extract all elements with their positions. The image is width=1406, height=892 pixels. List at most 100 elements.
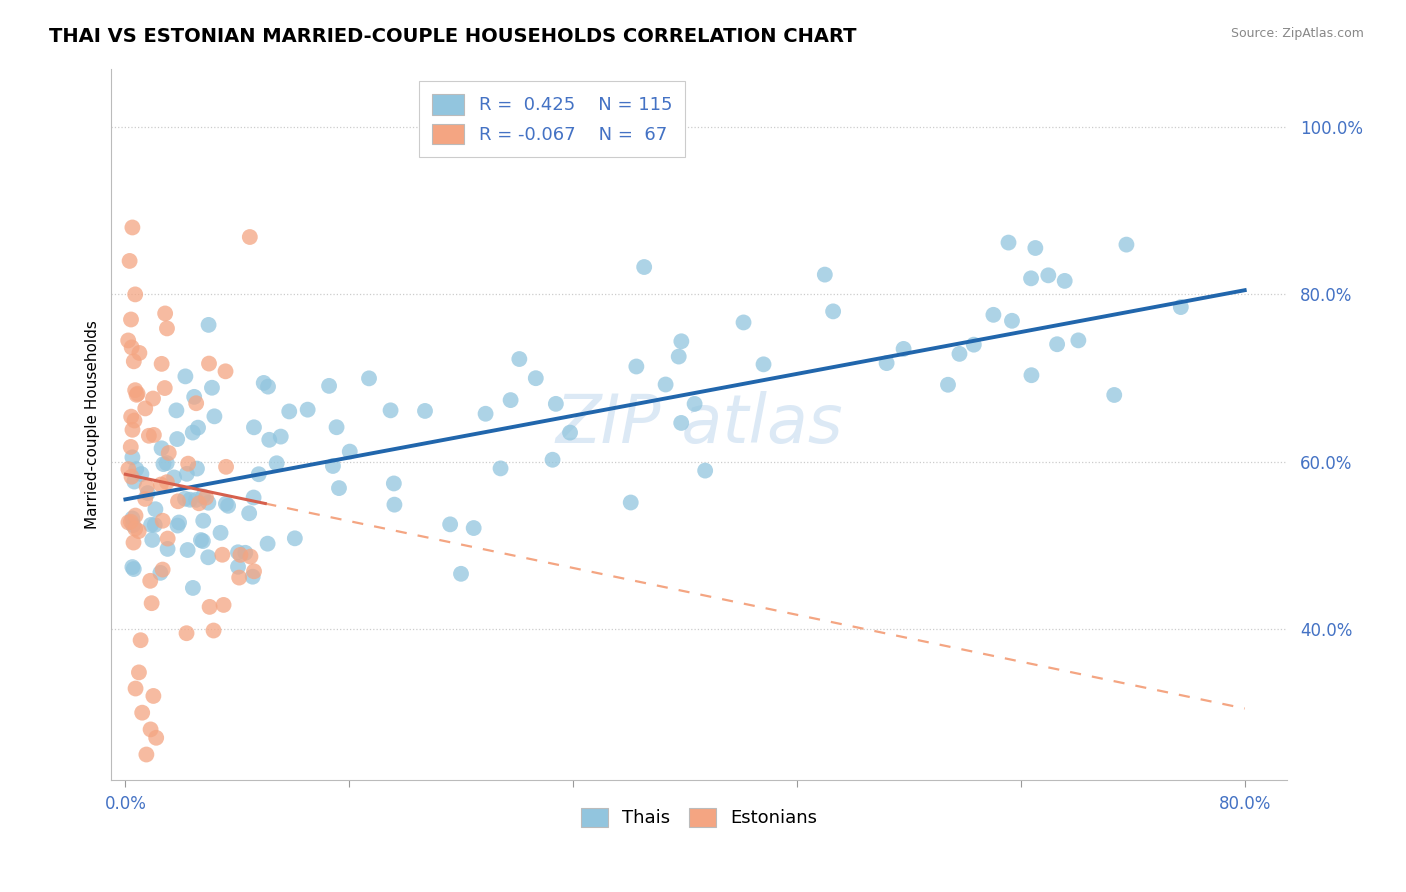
Point [1001,314,1024,328]
Point [156,321,179,335]
Point [187,420,209,434]
Point [134,401,156,416]
Point [226,559,249,574]
Point [253,376,276,390]
Point [136,486,159,500]
Point [149,477,172,491]
Point [122,562,145,576]
Point [654,377,676,392]
Point [239,230,262,244]
Point [124,475,146,489]
Point [117,462,139,476]
Point [983,308,1005,322]
Point [229,548,252,562]
Point [499,393,522,408]
Point [139,574,162,588]
Point [193,514,215,528]
Point [118,254,141,268]
Point [153,306,176,320]
Point [325,420,347,434]
Point [1038,268,1060,283]
Point [322,458,344,473]
Point [176,543,198,558]
Point [167,516,190,530]
Point [1053,274,1076,288]
Point [149,566,172,580]
Point [247,467,270,482]
Point [124,522,146,536]
Point [278,404,301,418]
Point [121,469,143,483]
Point [297,402,319,417]
Point [181,581,204,595]
Point [1046,337,1069,351]
Point [259,433,281,447]
Point [139,723,162,737]
Point [131,706,153,720]
Point [671,334,693,349]
Legend: Thais, Estonians: Thais, Estonians [574,801,824,835]
Point [125,462,148,476]
Point [122,354,145,368]
Point [357,371,380,385]
Point [150,357,173,371]
Point [150,442,173,456]
Point [198,357,221,371]
Point [177,457,200,471]
Point [122,535,145,549]
Point [215,497,238,511]
Point [197,318,219,332]
Point [439,517,461,532]
Point [153,381,176,395]
Point [122,518,145,533]
Point [141,596,163,610]
Point [156,475,179,490]
Point [120,440,142,454]
Point [683,397,706,411]
Point [243,564,266,578]
Point [997,235,1019,250]
Point [124,508,146,523]
Point [152,514,174,528]
Point [384,498,406,512]
Point [188,496,211,510]
Point [876,356,898,370]
Point [256,536,278,550]
Point [134,491,156,506]
Point [156,456,179,470]
Point [380,403,402,417]
Point [669,416,692,430]
Point [190,533,212,547]
Point [141,533,163,547]
Point [156,541,179,556]
Point [202,624,225,638]
Point [209,525,232,540]
Point [544,397,567,411]
Point [124,413,146,427]
Point [1021,368,1043,383]
Point [124,681,146,696]
Point [124,287,146,301]
Point [156,532,179,546]
Point [270,429,292,443]
Point [963,337,986,351]
Point [1019,271,1042,285]
Point [165,403,187,417]
Point [197,496,219,510]
Text: Source: ZipAtlas.com: Source: ZipAtlas.com [1230,27,1364,40]
Point [541,452,564,467]
Point [214,364,236,378]
Point [186,396,208,410]
Point [191,490,214,504]
Point [174,491,197,506]
Point [695,464,717,478]
Point [176,626,198,640]
Point [195,491,218,505]
Point [191,534,214,549]
Point [121,511,143,525]
Point [243,420,266,434]
Point [489,461,512,475]
Point [128,524,150,538]
Point [524,371,547,385]
Point [626,359,648,374]
